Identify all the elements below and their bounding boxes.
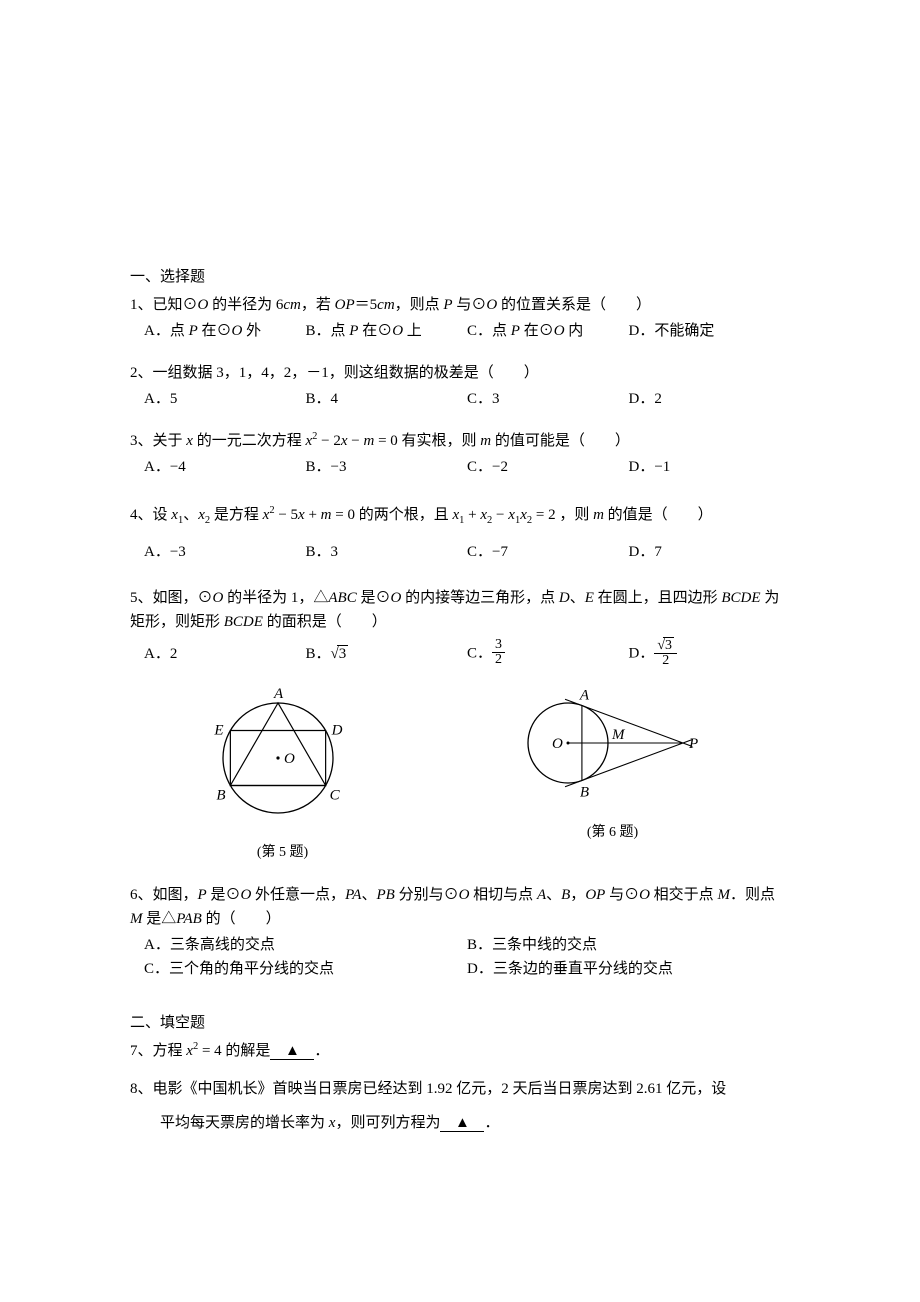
q2-opt-d: D．2 xyxy=(629,387,791,411)
q5-opt-c: C．32 xyxy=(467,639,629,669)
q3-opt-b: B．−3 xyxy=(306,455,468,479)
q2-options: A．5 B．4 C．3 D．2 xyxy=(130,387,790,411)
q3-options: A．−4 B．−3 C．−2 D．−1 xyxy=(130,455,790,479)
svg-text:C: C xyxy=(329,788,340,804)
question-2: 2、一组数据 3，1，4，2，－1，则这组数据的极差是（ ） A．5 B．4 C… xyxy=(130,361,790,411)
q1-opt-c: C．点 P 在⊙O 内 xyxy=(467,319,629,343)
question-3: 3、关于 x 的一元二次方程 x2 − 2x − m = 0 有实根，则 m 的… xyxy=(130,429,790,479)
question-1: 1、已知⊙O 的半径为 6cm，若 OP＝5cm，则点 P 与⊙O 的位置关系是… xyxy=(130,293,790,343)
q6-text: 6、如图，P 是⊙O 外任意一点，PA、PB 分别与⊙O 相切与点 A、B，OP… xyxy=(130,883,790,931)
question-5: 5、如图，⊙O 的半径为 1，△ABC 是⊙O 的内接等边三角形，点 D、E 在… xyxy=(130,586,790,865)
q5-text: 5、如图，⊙O 的半径为 1，△ABC 是⊙O 的内接等边三角形，点 D、E 在… xyxy=(130,586,790,634)
svg-text:B: B xyxy=(216,788,225,804)
section-2-title: 二、填空题 xyxy=(130,1011,790,1035)
q4-opt-a: A．−3 xyxy=(144,540,306,564)
figure-5-svg: A B C D E O xyxy=(208,688,358,828)
question-7: 7、方程 x2 = 4 的解是▲． xyxy=(130,1039,790,1063)
figure-5: A B C D E O (第 5 题) xyxy=(208,688,358,864)
q4-opt-d: D．7 xyxy=(629,540,791,564)
q4-options: A．−3 B．3 C．−7 D．7 xyxy=(130,540,790,564)
svg-text:A: A xyxy=(273,688,284,702)
question-6: 6、如图，P 是⊙O 外任意一点，PA、PB 分别与⊙O 相切与点 A、B，OP… xyxy=(130,883,790,981)
figure-5-caption: (第 5 题) xyxy=(208,842,358,864)
question-4: 4、设 x1、x2 是方程 x2 − 5x + m = 0 的两个根，且 x1 … xyxy=(130,503,790,564)
figures-row: A B C D E O (第 5 题) A B O M P (第 6 题) xyxy=(130,688,790,864)
q1-opt-a: A．点 P 在⊙O 外 xyxy=(144,319,306,343)
q5-opt-d: D．32 xyxy=(629,638,791,670)
q4-opt-b: B．3 xyxy=(306,540,468,564)
question-8: 8、电影《中国机长》首映当日票房已经达到 1.92 亿元，2 天后当日票房达到 … xyxy=(130,1077,790,1135)
q6-options-row2: C．三个角的角平分线的交点 D．三条边的垂直平分线的交点 xyxy=(130,957,790,981)
q1-opt-b: B．点 P 在⊙O 上 xyxy=(306,319,468,343)
q3-text: 3、关于 x 的一元二次方程 x2 − 2x − m = 0 有实根，则 m 的… xyxy=(130,429,790,453)
q6-opt-b: B．三条中线的交点 xyxy=(467,933,790,957)
q8-line2: 平均每天票房的增长率为 x，则可列方程为▲． xyxy=(130,1111,499,1135)
q2-opt-b: B．4 xyxy=(306,387,468,411)
q1-text: 1、已知⊙O 的半径为 6cm，若 OP＝5cm，则点 P 与⊙O 的位置关系是… xyxy=(130,293,790,317)
q3-opt-d: D．−1 xyxy=(629,455,791,479)
q6-options-row1: A．三条高线的交点 B．三条中线的交点 xyxy=(130,933,790,957)
q3-opt-c: C．−2 xyxy=(467,455,629,479)
q2-opt-a: A．5 xyxy=(144,387,306,411)
svg-text:A: A xyxy=(578,688,589,703)
q5-opt-b: B．3 xyxy=(306,642,468,666)
svg-text:O: O xyxy=(552,736,563,752)
q6-opt-d: D．三条边的垂直平分线的交点 xyxy=(467,957,790,981)
q2-text: 2、一组数据 3，1，4，2，－1，则这组数据的极差是（ ） xyxy=(130,361,790,385)
svg-text:P: P xyxy=(688,736,698,752)
q2-opt-c: C．3 xyxy=(467,387,629,411)
q6-opt-a: A．三条高线的交点 xyxy=(144,933,467,957)
q8-line1: 8、电影《中国机长》首映当日票房已经达到 1.92 亿元，2 天后当日票房达到 … xyxy=(130,1081,726,1097)
section-1-title: 一、选择题 xyxy=(130,265,790,289)
svg-text:M: M xyxy=(611,727,626,743)
exam-page: 一、选择题 1、已知⊙O 的半径为 6cm，若 OP＝5cm，则点 P 与⊙O … xyxy=(0,0,920,1302)
q4-text: 4、设 x1、x2 是方程 x2 − 5x + m = 0 的两个根，且 x1 … xyxy=(130,503,790,530)
svg-text:B: B xyxy=(579,785,588,801)
q4-opt-c: C．−7 xyxy=(467,540,629,564)
q1-opt-d: D．不能确定 xyxy=(629,319,791,343)
q6-opt-c: C．三个角的角平分线的交点 xyxy=(144,957,467,981)
q5-opt-a: A．2 xyxy=(144,642,306,666)
figure-6-caption: (第 6 题) xyxy=(513,822,713,844)
figure-6: A B O M P (第 6 题) xyxy=(513,688,713,864)
figure-6-svg: A B O M P xyxy=(513,688,713,808)
q3-opt-a: A．−4 xyxy=(144,455,306,479)
q5-options: A．2 B．3 C．32 D．32 xyxy=(130,638,790,670)
svg-text:D: D xyxy=(330,723,342,739)
svg-text:O: O xyxy=(284,751,295,767)
q1-options: A．点 P 在⊙O 外 B．点 P 在⊙O 上 C．点 P 在⊙O 内 D．不能… xyxy=(130,319,790,343)
svg-text:E: E xyxy=(213,723,223,739)
